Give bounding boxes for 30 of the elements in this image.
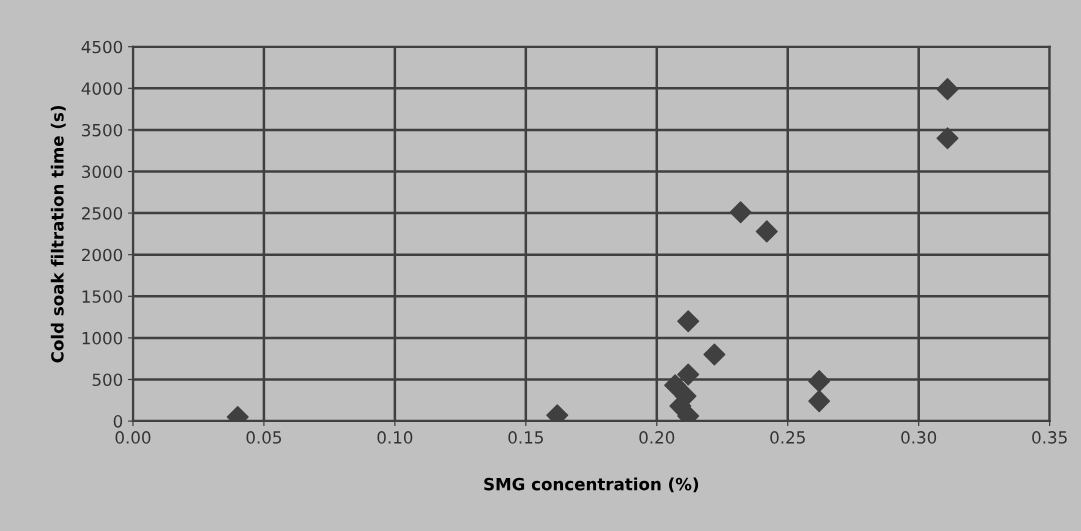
y-tick-label: 3000 [82, 165, 123, 179]
point [677, 310, 700, 333]
point [808, 390, 831, 413]
x-tick-label: 0.25 [770, 431, 805, 444]
point [703, 343, 726, 366]
x-tick-label: 0.00 [115, 431, 151, 444]
point [729, 201, 752, 224]
y-tick-label: 4000 [81, 82, 123, 95]
x-tick-label: 0.35 [1032, 431, 1067, 444]
x-axis-title: SMG concentration (%) [484, 477, 699, 493]
y-tick-label: 4500 [81, 40, 123, 54]
y-axis-title: Cold soak filtration time (s) [50, 105, 66, 363]
point [936, 127, 959, 150]
point [808, 370, 831, 393]
y-tick-label: 1000 [82, 331, 123, 345]
x-tick-label: 0.20 [639, 431, 675, 444]
y-tick-label: 2000 [82, 248, 123, 262]
point [755, 220, 778, 243]
y-tick-label: 500 [92, 373, 123, 387]
x-tick-label: 0.15 [508, 431, 543, 444]
x-tick-label: 0.10 [377, 431, 413, 444]
point [664, 374, 687, 397]
y-tick-label: 0 [113, 415, 123, 428]
y-tick-label: 3500 [82, 123, 123, 137]
point [936, 78, 959, 101]
y-tick-label: 2500 [82, 207, 123, 220]
x-tick-label: 0.05 [246, 431, 282, 444]
point [677, 363, 700, 386]
x-tick-label: 0.30 [901, 431, 937, 444]
y-tick-label: 1500 [82, 290, 123, 303]
